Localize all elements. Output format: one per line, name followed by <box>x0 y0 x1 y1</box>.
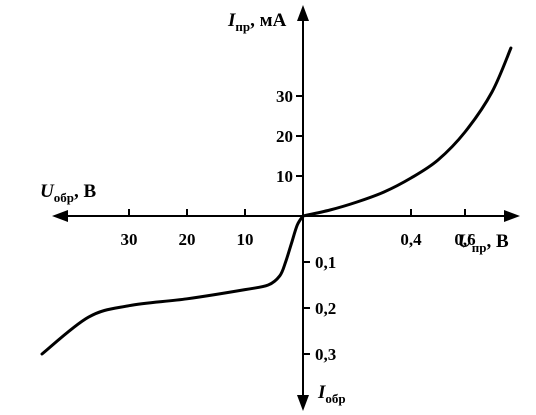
arrow-down-icon <box>297 395 309 411</box>
axes <box>52 5 520 411</box>
tick-label-reverse-voltage: 30 <box>121 230 138 249</box>
forward-branch-curve <box>301 46 513 218</box>
arrow-left-icon <box>52 210 68 222</box>
arrow-up-icon <box>297 5 309 21</box>
tick-label-forward-current: 20 <box>276 127 293 146</box>
tick-label-reverse-voltage: 20 <box>179 230 196 249</box>
tick-label-forward-voltage: 0,4 <box>400 230 422 249</box>
reverse-current-axis-label: Iобр <box>317 382 346 406</box>
forward-voltage-axis-label: Uпр, В <box>458 231 509 255</box>
tick-label-forward-current: 10 <box>276 167 293 186</box>
tick-label-forward-current: 30 <box>276 87 293 106</box>
ticks: 10 20 30 0,4 0,6 10 20 30 0,1 0,2 0,3 <box>121 87 476 364</box>
reverse-voltage-axis-label: Uобр, В <box>40 181 96 205</box>
tick-label-reverse-current: 0,1 <box>315 253 336 272</box>
tick-label-forward-voltage: 0,6 <box>454 230 475 249</box>
tick-label-reverse-voltage: 10 <box>237 230 254 249</box>
arrow-right-icon <box>504 210 520 222</box>
reverse-branch-curve <box>40 214 305 356</box>
tick-label-reverse-current: 0,3 <box>315 345 336 364</box>
forward-current-axis-label: Iпр, мА <box>227 10 287 34</box>
tick-label-reverse-current: 0,2 <box>315 299 336 318</box>
